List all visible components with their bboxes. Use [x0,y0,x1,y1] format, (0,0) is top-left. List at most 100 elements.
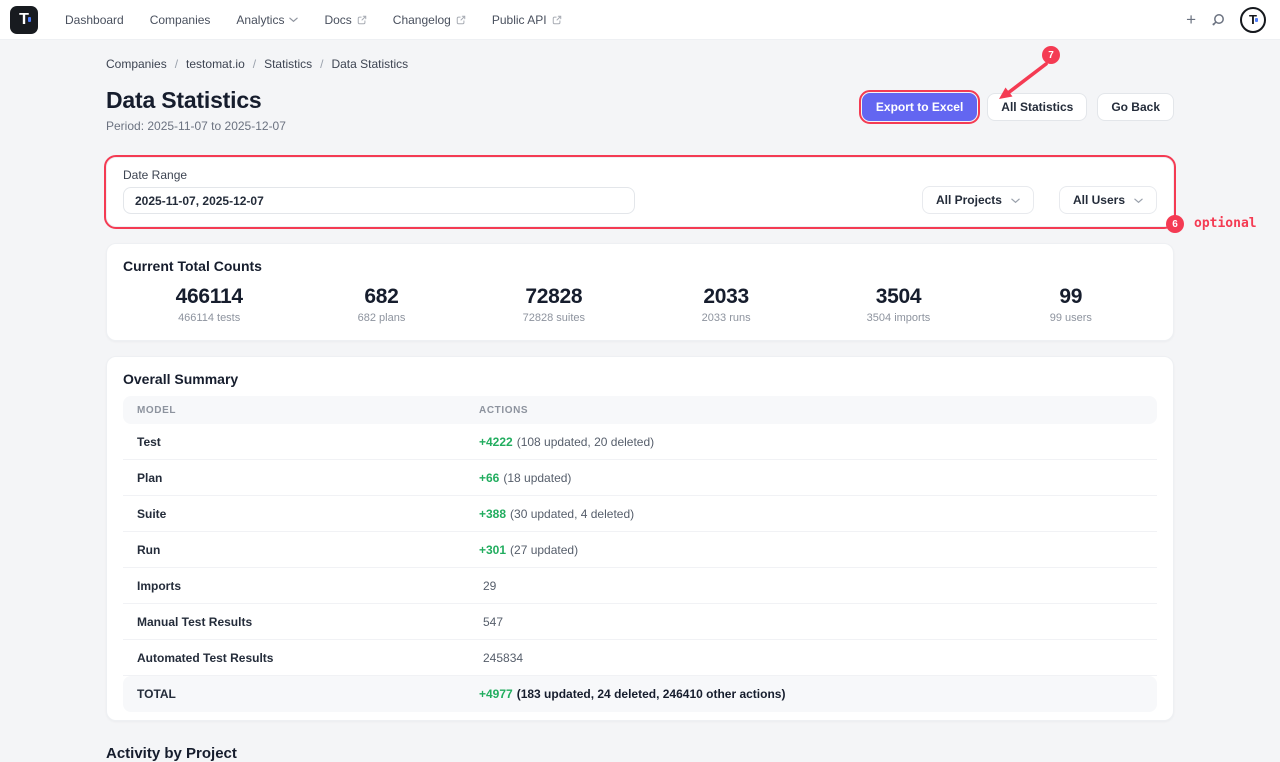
plus-icon[interactable]: + [1186,10,1196,29]
actions-detail: (18 updated) [503,470,572,485]
annotation-badge-6: 6 [1166,215,1184,233]
stat-label: 2033 runs [701,312,751,324]
date-range-field: Date Range [123,168,635,214]
row-model: Imports [137,578,182,593]
annotation-optional-label: optional [1194,216,1257,231]
logo-letter: T [19,10,29,28]
actions-detail: (108 updated, 20 deleted) [516,434,655,449]
breadcrumb-company[interactable]: testomat.io [186,57,245,71]
top-nav: T Dashboard Companies Analytics Docs Cha… [0,0,1280,40]
go-back-button[interactable]: Go Back [1097,93,1174,121]
chevron-down-icon [289,17,299,23]
row-actions: +388 (30 updated, 4 deleted) [479,507,1157,521]
stat-runs: 2033 2033 runs [640,285,812,324]
stat-value: 682 [364,285,399,308]
breadcrumb-statistics[interactable]: Statistics [264,57,313,71]
users-select[interactable]: All Users [1058,186,1157,214]
stat-value: 72828 [525,285,583,308]
row-model: Run [137,542,161,557]
row-actions: 29 [479,579,1157,593]
logo-blue-accent [28,16,31,22]
overall-summary-title: Overall Summary [123,371,239,387]
nav-right: + T [1186,6,1270,33]
nav-item-analytics[interactable]: Analytics [223,0,311,39]
table-row-total: TOTAL +4977 (183 updated, 24 deleted, 246… [123,676,1157,712]
row-model: Suite [137,506,167,521]
row-model: Plan [137,470,163,485]
stats-row: 466114 466114 tests 682 682 plans 72828 … [123,285,1157,324]
app-logo[interactable]: T [10,5,38,34]
stat-value: 2033 [703,285,749,308]
table-row: Automated Test Results 245834 [123,640,1157,676]
summary-table: Model Actions Test +4222 (108 updated, 20… [123,396,1157,712]
stat-users: 99 99 users [985,285,1157,324]
stat-value: 99 [1059,285,1083,308]
breadcrumb-current: Data Statistics [331,57,409,71]
row-model: TOTAL [137,687,176,701]
avatar-blue-accent [1255,17,1258,22]
actions-detail: 245834 [483,650,524,665]
nav-item-companies[interactable]: Companies [137,0,224,39]
user-avatar[interactable]: T [1240,6,1266,33]
title-block: Data Statistics Period: 2025-11-07 to 20… [106,87,286,133]
period-text: Period: 2025-11-07 to 2025-12-07 [106,119,286,133]
projects-select-value: All Projects [935,193,1002,207]
total-counts-card: Current Total Counts 466114 466114 tests… [106,243,1174,341]
filter-selects: All Projects All Users [921,186,1157,214]
export-to-excel-button[interactable]: Export to Excel [858,90,981,124]
added-count: +301 [479,542,507,557]
column-header-model: Model [137,404,177,416]
row-actions: +4977 (183 updated, 24 deleted, 246410 ot… [479,687,1157,701]
breadcrumb-separator: / [174,57,179,71]
table-row: Suite +388 (30 updated, 4 deleted) [123,496,1157,532]
nav-label: Companies [149,12,211,27]
nav-item-public-api[interactable]: Public API [479,0,575,39]
overall-summary-card: Overall Summary Model Actions Test +4222… [106,356,1174,721]
nav-item-dashboard[interactable]: Dashboard [52,0,137,39]
chevron-down-icon [1134,193,1143,207]
external-link-icon [357,15,367,25]
date-range-input[interactable] [123,187,635,214]
table-row: Plan +66 (18 updated) [123,460,1157,496]
actions-detail: 29 [483,578,497,593]
stat-label: 682 plans [357,312,406,324]
page-header: Data Statistics Period: 2025-11-07 to 20… [106,87,1174,133]
row-actions: 547 [479,615,1157,629]
stat-suites: 72828 72828 suites [468,285,640,324]
table-row: Test +4222 (108 updated, 20 deleted) [123,424,1157,460]
row-actions: +66 (18 updated) [479,471,1157,485]
nav-label: Dashboard [65,12,124,27]
actions-detail: (183 updated, 24 deleted, 246410 other a… [516,687,786,701]
added-count: +4222 [479,434,513,449]
table-row: Manual Test Results 547 [123,604,1157,640]
stat-label: 466114 tests [178,312,241,324]
page-title: Data Statistics [106,87,262,113]
header-buttons: Export to Excel All Statistics Go Back [858,90,1174,133]
nav-label: Changelog [392,12,451,27]
stat-value: 3504 [875,285,922,308]
nav-label: Public API [491,12,547,27]
nav-item-changelog[interactable]: Changelog [380,0,479,39]
external-link-icon [552,15,562,25]
stat-tests: 466114 466114 tests [123,285,295,324]
nav-item-docs[interactable]: Docs [311,0,379,39]
stat-label: 72828 suites [522,312,586,324]
avatar-letter: T [1249,12,1257,27]
stat-label: 3504 imports [866,312,931,324]
users-select-value: All Users [1072,193,1125,207]
added-count: +4977 [479,687,513,701]
actions-detail: 547 [483,614,504,629]
breadcrumb-companies[interactable]: Companies [106,57,167,71]
projects-select[interactable]: All Projects [921,186,1034,214]
search-icon[interactable] [1210,12,1226,28]
stat-imports: 3504 3504 imports [812,285,984,324]
table-header: Model Actions [123,396,1157,424]
all-statistics-button[interactable]: All Statistics [987,93,1088,121]
total-counts-title: Current Total Counts [123,258,262,274]
stat-plans: 682 682 plans [295,285,467,324]
row-actions: 245834 [479,651,1157,665]
activity-by-project-heading: Activity by Project [106,745,237,762]
stat-value: 466114 [175,285,243,308]
added-count: +388 [479,506,507,521]
table-row: Run +301 (27 updated) [123,532,1157,568]
